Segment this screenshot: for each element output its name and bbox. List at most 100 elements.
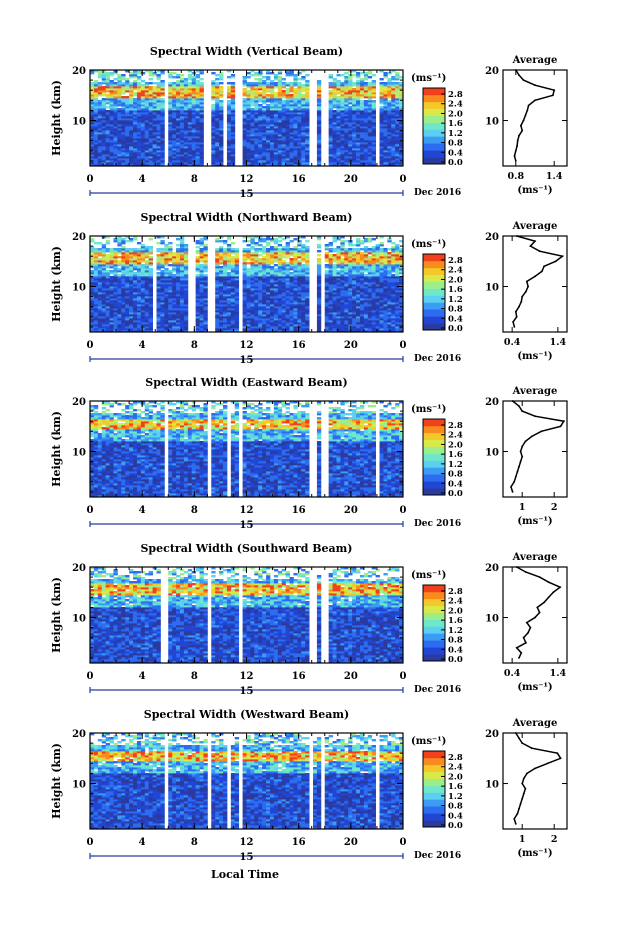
average-profile-point	[525, 621, 528, 624]
heatmap-cells	[90, 70, 404, 167]
average-profile-point	[510, 486, 512, 488]
average-profile-point	[522, 79, 525, 81]
colorbar-segment	[423, 813, 445, 821]
average-profile-point	[524, 787, 527, 790]
average-profile-point	[562, 420, 565, 423]
avg-x-tick-label: 1	[519, 502, 526, 513]
x-tick-label: 16	[292, 837, 306, 848]
colorbar-segment	[423, 267, 445, 276]
y-tick-label: 10	[72, 283, 86, 294]
x-tick-label: 8	[191, 340, 198, 351]
colorbar-segment	[423, 122, 445, 130]
colorbar-tick-label: 2.4	[448, 597, 463, 607]
colorbar-tick-label: 2.0	[448, 109, 463, 119]
average-profile-point	[522, 792, 525, 795]
average-frame	[502, 235, 568, 333]
colorbar-tick-label: 1.6	[448, 782, 463, 792]
day-label: 15	[240, 355, 254, 366]
average-profile-point	[547, 596, 550, 599]
average-profile-point	[534, 767, 536, 770]
colorbar-tick-label: 2.8	[448, 90, 463, 100]
average-profile-point	[514, 823, 517, 825]
panel-0: Spectral Width (Vertical Beam) Height (km…	[50, 45, 568, 200]
avg-y-tick-label: 20	[485, 729, 499, 740]
average-profile-point	[516, 812, 519, 815]
average-profile-point	[516, 139, 519, 142]
colorbar-segment	[423, 785, 445, 793]
average-profile-point	[527, 285, 529, 288]
x-tick-label: 16	[292, 174, 306, 185]
x-tick-label: 0	[87, 340, 94, 351]
avg-y-tick-label: 10	[485, 283, 499, 294]
colorbar-segment	[423, 654, 445, 662]
avg-x-tick-label: 0.4	[504, 337, 521, 348]
x-tick-label: 12	[240, 174, 254, 185]
average-title: Average	[512, 221, 558, 232]
average-profile-point	[534, 240, 536, 243]
average-profile-point	[524, 114, 527, 117]
colorbar-segment	[423, 453, 445, 461]
day-label: 15	[240, 189, 254, 200]
average-profile-point	[518, 807, 520, 810]
x-tick-label: 16	[292, 671, 306, 682]
average-profile-point	[514, 310, 517, 313]
y-tick-label: 10	[72, 448, 86, 459]
average-profile-point	[521, 455, 524, 458]
heatmap-cells	[90, 236, 404, 333]
average-profile-point	[538, 250, 541, 253]
average-profile-point	[534, 84, 536, 87]
colorbar-tick-label: 2.0	[448, 772, 463, 782]
average-profile-point	[519, 450, 522, 453]
colorbar-segment	[423, 129, 445, 137]
y-tick-label: 20	[72, 563, 86, 574]
panel-title: Spectral Width (Southward Beam)	[140, 542, 352, 555]
colorbar-tick-label: 0.4	[448, 811, 463, 821]
average-profile-point	[540, 430, 543, 433]
x-tick-label: 0	[400, 505, 407, 516]
avg-y-tick-label: 10	[485, 780, 499, 791]
average-profile-point	[525, 641, 527, 644]
colorbar-tick-label: 0.0	[448, 324, 463, 334]
average-profile-point	[520, 124, 522, 127]
average-profile-point	[521, 797, 524, 800]
average-profile-point	[530, 747, 533, 750]
x-tick-label: 20	[344, 837, 358, 848]
average-profile-point	[534, 275, 536, 278]
average-profile-point	[519, 460, 522, 463]
colorbar-tick-label: 2.8	[448, 587, 463, 597]
x-tick-label: 8	[191, 671, 198, 682]
avg-x-tick-label: 0.4	[504, 668, 521, 679]
avg-y-tick-label: 20	[485, 66, 499, 77]
average-profile-point	[513, 480, 516, 483]
average-profile-point	[561, 255, 564, 258]
day-label: 15	[240, 686, 254, 697]
x-tick-label: 0	[87, 837, 94, 848]
colorbar-tick-label: 0.8	[448, 139, 463, 149]
x-tick-label: 0	[400, 340, 407, 351]
colorbar-segment	[423, 439, 445, 447]
average-frame	[502, 566, 568, 664]
average-profile-point	[521, 129, 524, 132]
x-tick-label: 0	[400, 671, 407, 682]
y-tick-label: 10	[72, 117, 86, 128]
average-title: Average	[512, 386, 558, 397]
average-xlabel: (ms⁻¹)	[517, 185, 552, 196]
colorbar-tick-label: 0.4	[448, 314, 463, 324]
x-tick-label: 20	[344, 340, 358, 351]
average-xlabel: (ms⁻¹)	[517, 351, 552, 362]
colorbar-tick-label: 2.4	[448, 266, 463, 276]
colorbar-tick-label: 2.4	[448, 100, 463, 110]
x-axis-label: Local Time	[211, 868, 279, 881]
avg-y-tick-label: 20	[485, 232, 499, 243]
x-tick-label: 0	[87, 671, 94, 682]
average-xlabel: (ms⁻¹)	[517, 516, 552, 527]
avg-y-tick-label: 20	[485, 397, 499, 408]
average-profile-point	[514, 149, 517, 152]
colorbar-frame	[422, 253, 446, 331]
average-profile-point	[515, 566, 518, 568]
average-profile-point	[538, 576, 541, 578]
colorbar-tick-label: 2.8	[448, 753, 463, 763]
y-tick-label: 20	[72, 397, 86, 408]
average-profile-point	[511, 491, 514, 493]
